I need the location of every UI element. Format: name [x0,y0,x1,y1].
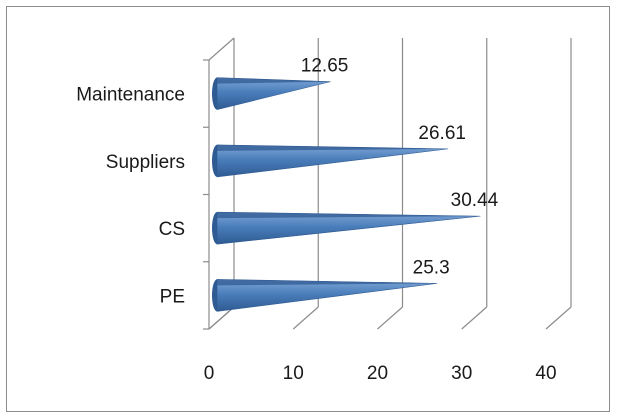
bar-top-facet [217,77,331,84]
data-label: 12.65 [301,56,349,77]
x-tick-label: 30 [451,363,472,384]
axes [203,37,235,330]
category-label: CS [159,219,185,240]
x-tick-label: 10 [283,363,304,384]
data-label: 30.44 [451,190,499,211]
left-wall-top [208,37,235,61]
floor-gridline [545,306,572,330]
category-label: Maintenance [76,85,185,106]
x-tick-label: 20 [367,363,388,384]
data-label: 25.3 [413,257,450,278]
bar-top-facet [217,212,481,219]
bars [212,77,481,312]
floor-gridline [461,306,488,330]
category-label: PE [160,286,185,307]
floor-gridline [292,306,319,330]
floor-edge [208,306,235,330]
category-label: Suppliers [106,152,185,173]
x-tick-label: 0 [204,363,215,384]
bar-top-facet [217,144,449,151]
floor-gridline [377,306,403,330]
x-tick-label: 40 [535,363,556,384]
chart-frame [6,6,610,412]
data-label: 26.61 [418,123,466,144]
labels: 0 10 20 30 40 PE 25.3 CS 30.44 Suppliers 26.61 Main… [76,56,556,384]
bar-top-facet [217,279,438,286]
